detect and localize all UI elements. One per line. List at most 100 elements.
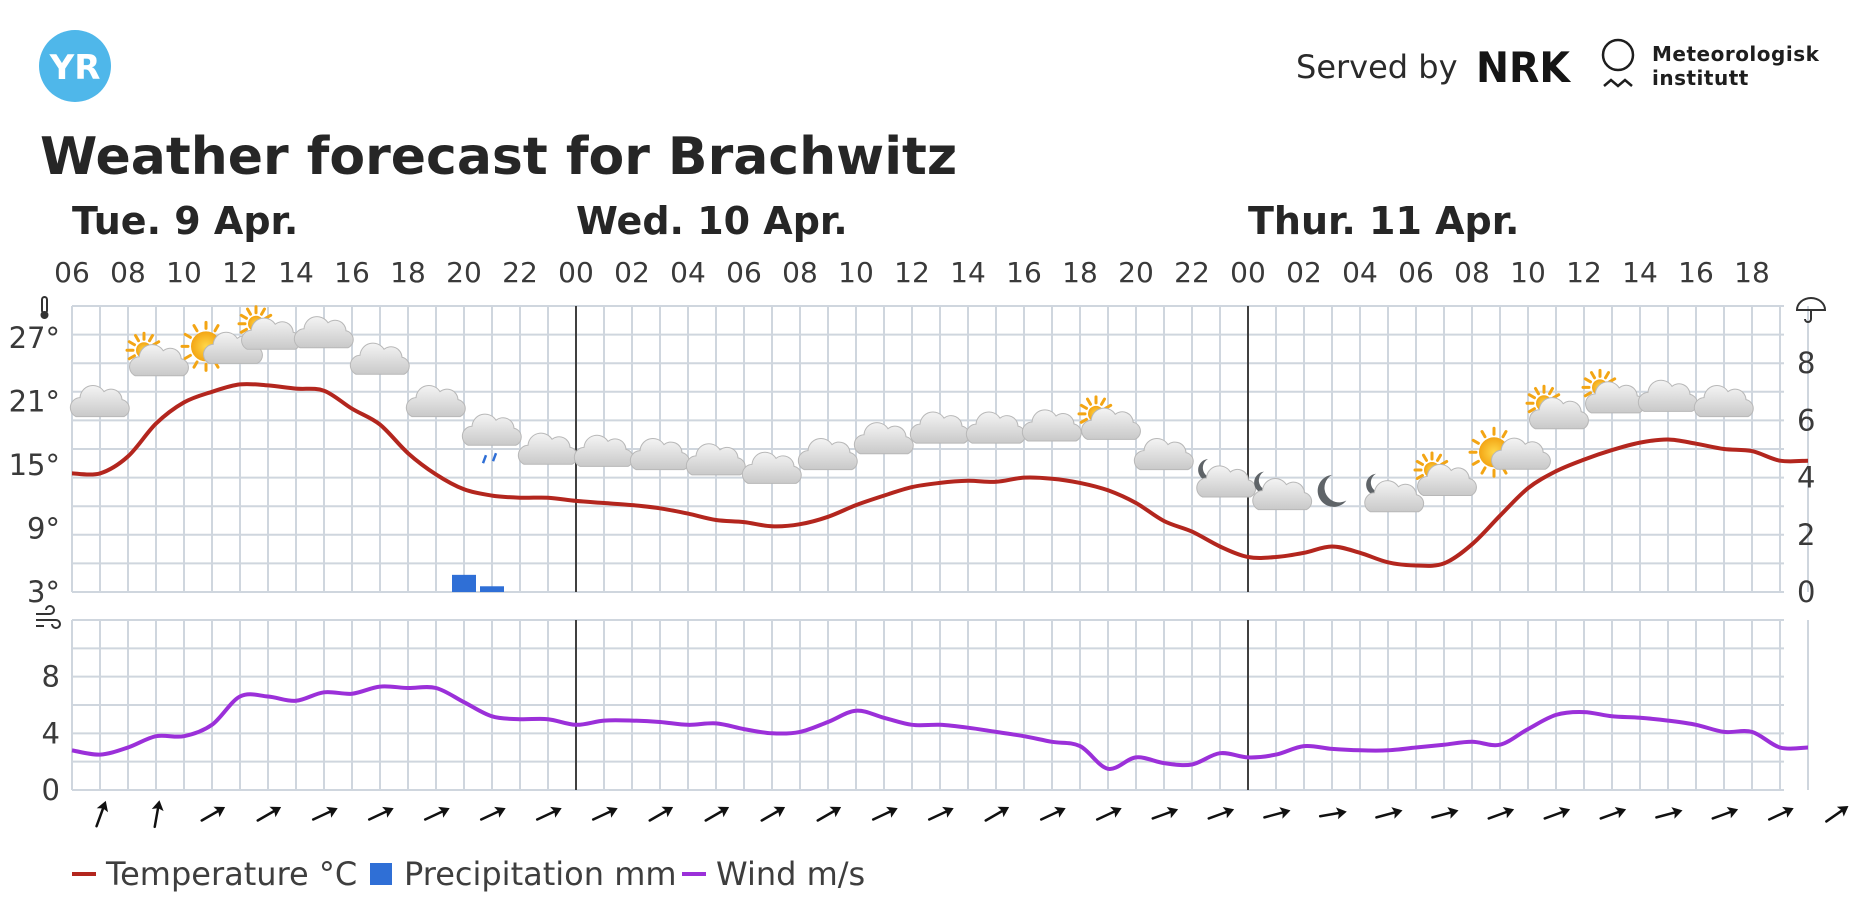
partly-cloudy-day-icon <box>1525 384 1589 430</box>
day-label: Tue. 9 Apr. <box>72 199 298 243</box>
cloud-shape <box>461 413 522 446</box>
legend-label: Precipitation mm <box>404 855 677 893</box>
wind-arrow-head <box>773 806 786 818</box>
cloudy-icon <box>629 438 690 471</box>
wind-arrow-head <box>382 806 394 818</box>
partly-cloudy-night-icon <box>1364 473 1425 513</box>
wind-arrow-icon <box>760 806 786 822</box>
cloud-shape <box>741 451 802 484</box>
hour-label: 06 <box>1398 256 1434 289</box>
legend-label: Temperature °C <box>105 855 357 893</box>
partly-cloudy-day-icon <box>1413 451 1477 496</box>
clear-night-icon <box>1317 474 1347 507</box>
sun-ray <box>1480 466 1487 475</box>
partly-cloudy-day-icon <box>1077 395 1141 440</box>
wind-arrow-head <box>1502 806 1515 819</box>
wind-icon <box>36 605 61 629</box>
cloud-shape <box>1417 463 1477 496</box>
cloudy-icon <box>909 411 970 444</box>
sun-ray <box>183 353 192 360</box>
wind-arrow-head <box>213 806 226 818</box>
wind-arrow-icon <box>1599 806 1627 820</box>
rain-drop <box>481 454 488 464</box>
sun-ray <box>1608 377 1617 384</box>
hour-label: 20 <box>446 256 482 289</box>
wind-arrow-head <box>1782 806 1794 818</box>
wind-arrow-icon <box>367 806 394 821</box>
hour-label: 20 <box>1118 256 1154 289</box>
wind-arrow-head <box>269 806 282 818</box>
cloud-shape <box>629 438 690 471</box>
met-institute-logo[interactable]: Meteorologisk institutt <box>1601 38 1820 90</box>
wind-arrow-head <box>886 806 898 818</box>
cloudy-icon <box>1021 409 1082 442</box>
wind-tick-label: 4 <box>42 716 60 750</box>
wind-arrow-head <box>96 800 109 813</box>
wind-arrow-icon <box>1207 806 1235 820</box>
yr-logo-text: YR <box>49 48 101 88</box>
precipitation-bar <box>480 586 504 592</box>
hour-label: 02 <box>1286 256 1322 289</box>
sun-ray <box>152 340 161 347</box>
sun-ray <box>1440 459 1449 466</box>
wind-arrow-head <box>1671 807 1683 819</box>
wind-arrow-icon <box>1318 807 1347 820</box>
nrk-logo[interactable]: NRK <box>1476 43 1571 92</box>
moon-shape <box>1366 473 1386 496</box>
wind-arrow-icon <box>479 806 506 821</box>
nrk-logo-text: NRK <box>1476 43 1571 92</box>
cloud-shape <box>1252 478 1313 511</box>
sun-ray <box>1415 459 1424 466</box>
sun-ray <box>1604 371 1610 380</box>
sun-ray <box>183 332 192 339</box>
cloud-shape <box>965 411 1026 444</box>
temperature-line <box>71 381 1809 568</box>
cloudy-icon <box>69 385 130 418</box>
day-label: Wed. 10 Apr. <box>576 199 848 243</box>
wind-arrow-head <box>151 800 164 812</box>
sun-ray <box>1583 377 1592 384</box>
wind-arrow-icon <box>1151 806 1179 820</box>
sun-ray <box>1079 403 1088 410</box>
sun-ray <box>1583 391 1592 398</box>
yr-logo[interactable]: YR <box>39 30 111 102</box>
hour-label: 10 <box>838 256 874 289</box>
wind-arrow-icon <box>1655 807 1683 819</box>
sun-ray <box>1548 386 1554 396</box>
hour-label: 02 <box>614 256 650 289</box>
sun-ray <box>1527 407 1536 414</box>
precipitation-tick-label: 4 <box>1797 461 1815 495</box>
hour-label: 22 <box>502 256 538 289</box>
cloud-shape <box>909 411 970 444</box>
cloudy-icon <box>797 438 858 471</box>
light-rain-icon <box>461 413 522 464</box>
wind-arrow-head <box>829 806 842 818</box>
sun-ray <box>246 307 252 316</box>
hour-label: 10 <box>166 256 202 289</box>
legend-label: Wind m/s <box>716 855 865 893</box>
rain-drop <box>491 452 498 462</box>
cloudy-icon <box>853 422 914 455</box>
hour-label: 00 <box>1230 256 1266 289</box>
wind-arrow-head <box>326 806 338 818</box>
sun-ray <box>134 334 140 343</box>
sun-ray <box>1415 473 1424 480</box>
sun-ray <box>192 324 199 333</box>
precipitation-tick-label: 8 <box>1797 346 1815 380</box>
cloud-shape <box>1081 407 1141 440</box>
hour-label: 06 <box>54 256 90 289</box>
cloud-shape <box>573 434 634 467</box>
cloud-shape <box>1364 480 1425 513</box>
legend-swatch <box>370 863 392 885</box>
cloud-shape <box>517 432 578 465</box>
sun-ray <box>260 307 266 316</box>
sun-ray <box>1436 453 1442 462</box>
cloud-shape <box>797 438 858 471</box>
wind-arrow-icon <box>816 806 842 822</box>
sun-ray <box>1501 430 1508 439</box>
met-logo-line2: institutt <box>1652 66 1749 90</box>
wind-arrow-head <box>1335 807 1347 820</box>
wind-arrow-head <box>942 806 954 818</box>
hour-label: 04 <box>670 256 706 289</box>
wind-tick-label: 0 <box>42 773 60 807</box>
